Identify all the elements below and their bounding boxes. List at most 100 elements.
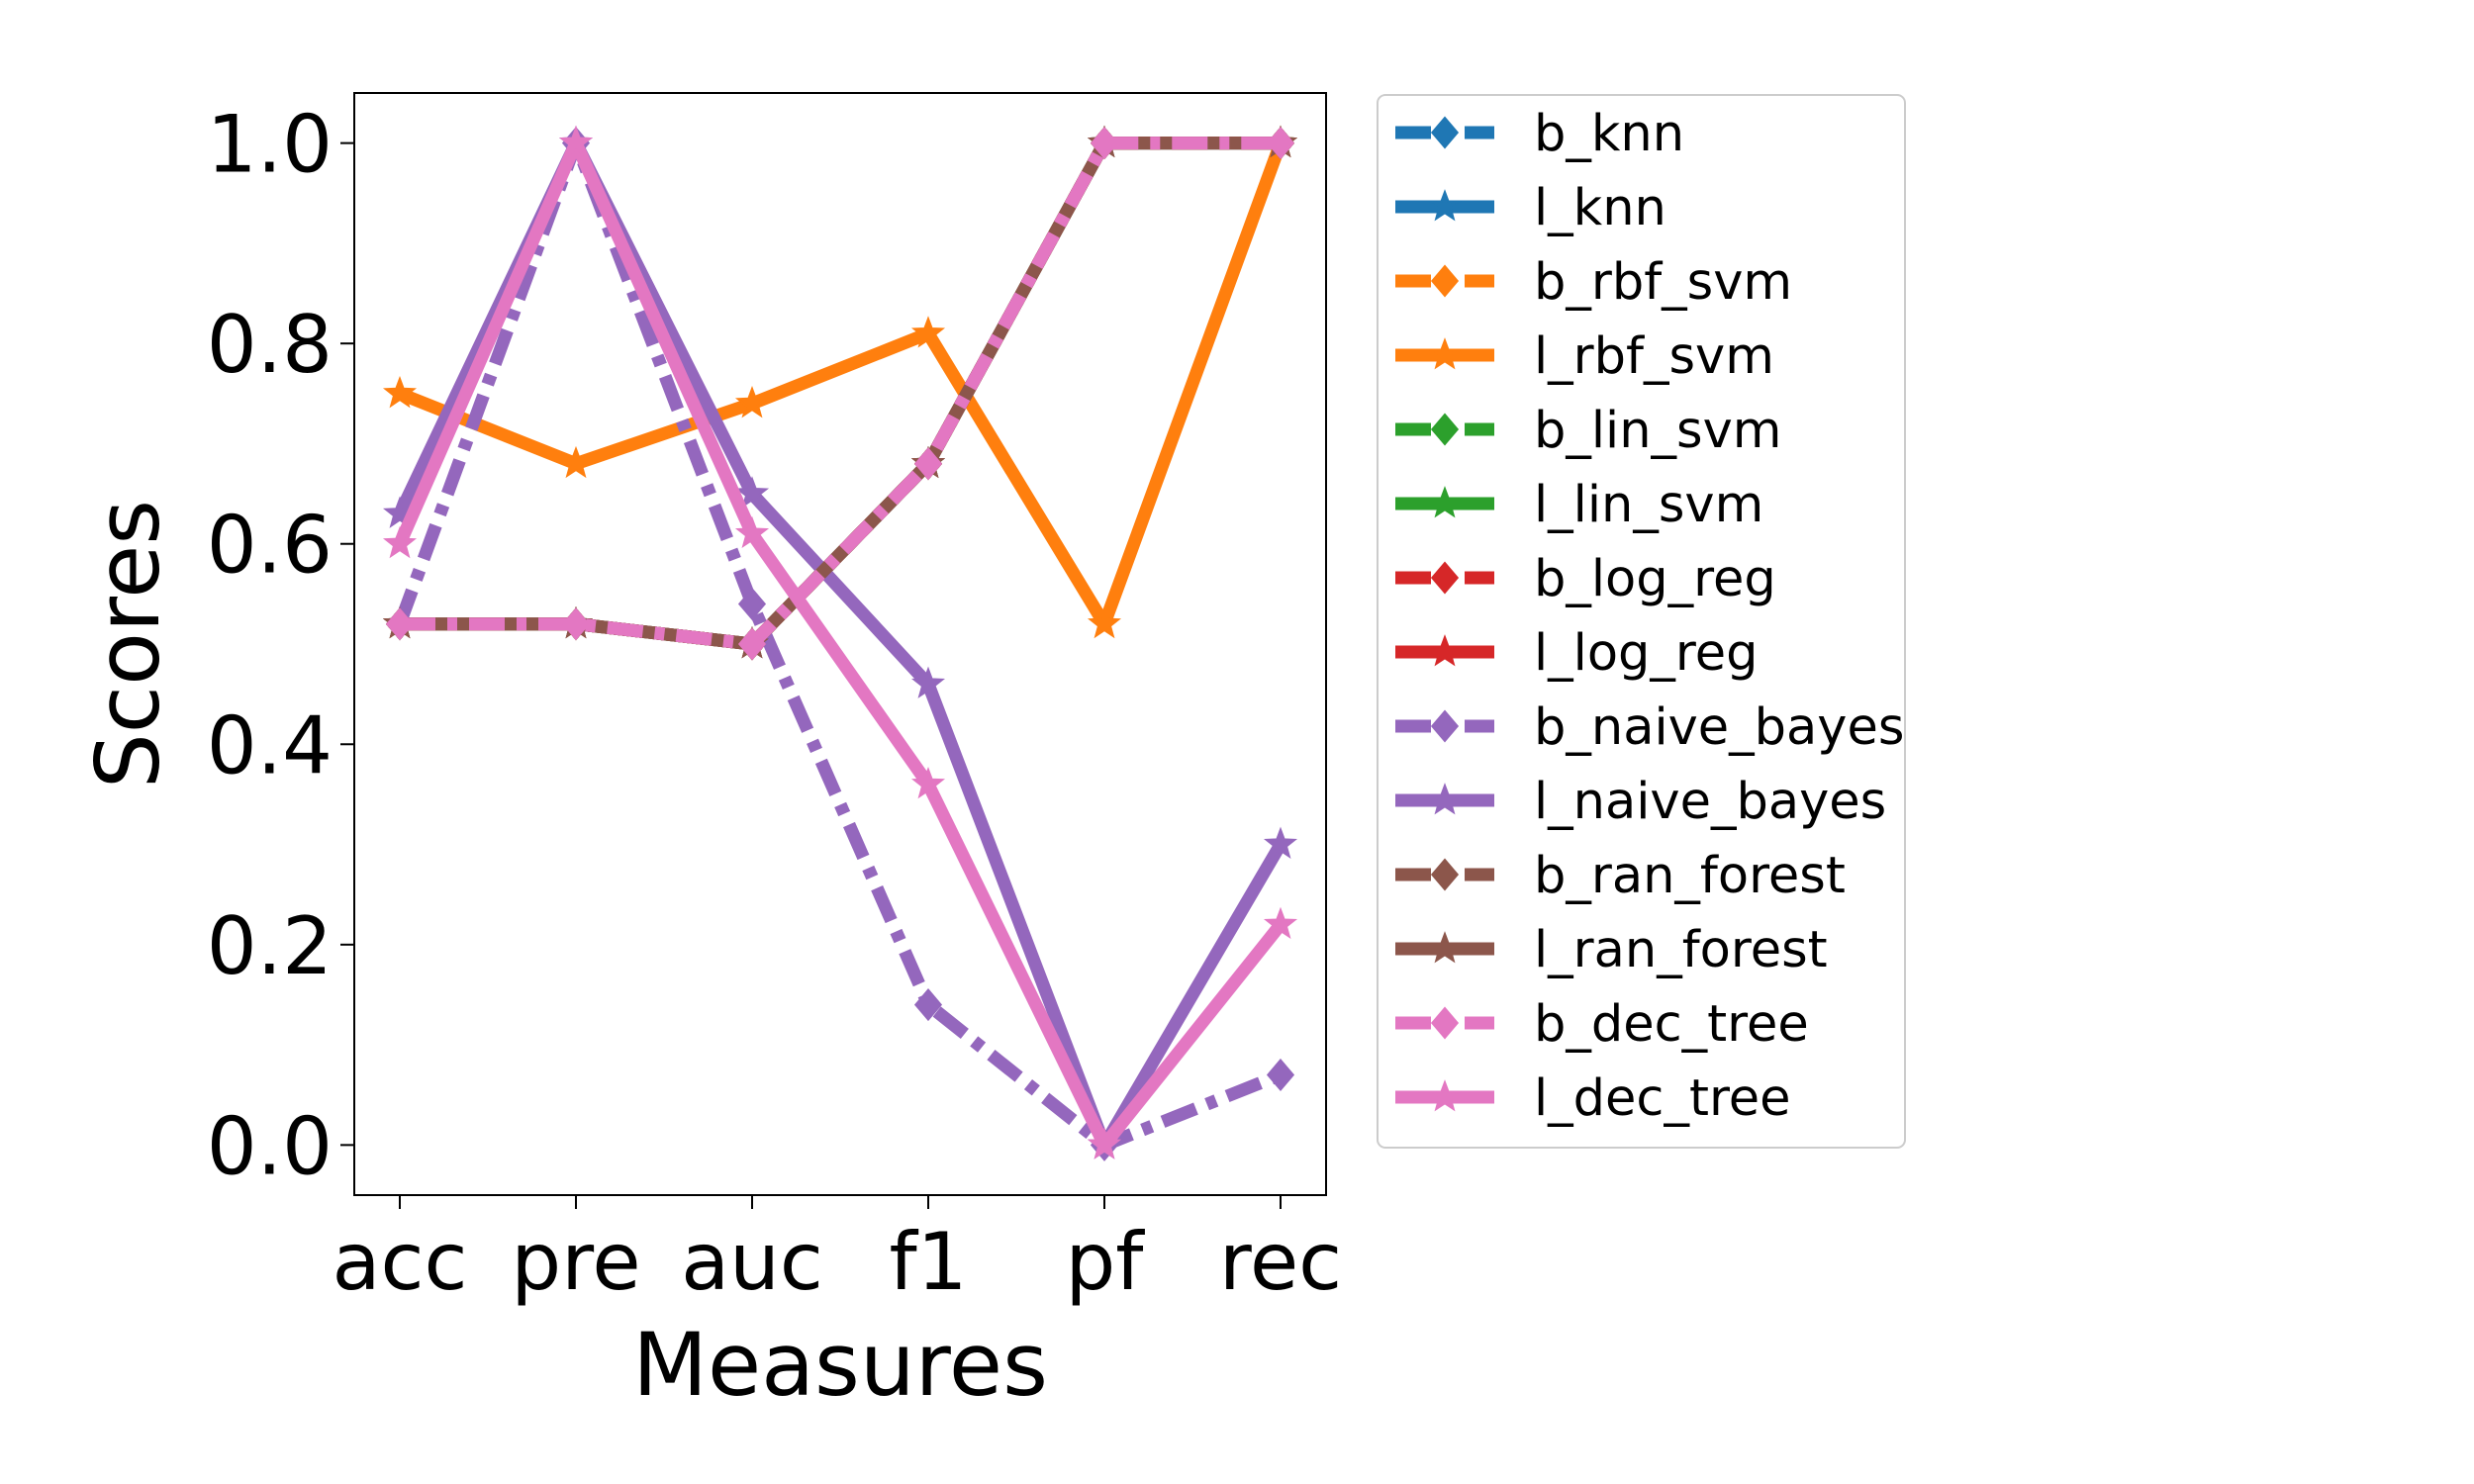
y-tick-label: 1.0 xyxy=(207,99,333,191)
data-point xyxy=(1266,127,1295,160)
series-l_log_reg xyxy=(382,125,1298,659)
plot-frame xyxy=(353,92,1327,1196)
legend-item: l_log_reg xyxy=(1395,624,1759,683)
series-line xyxy=(400,137,1281,651)
legend-marker xyxy=(1430,1006,1460,1040)
data-point xyxy=(1263,906,1298,939)
legend-marker xyxy=(1430,413,1460,446)
data-point xyxy=(910,666,946,698)
data-point xyxy=(737,627,767,661)
legend-marker xyxy=(1427,189,1463,222)
y-tick-label: 0.8 xyxy=(207,299,333,391)
legend-label: l_lin_svm xyxy=(1534,476,1763,534)
series-b_lin_svm xyxy=(385,127,1295,661)
data-point xyxy=(385,607,415,641)
data-point xyxy=(734,386,770,418)
legend-label: b_naive_bayes xyxy=(1534,698,1904,757)
series-line xyxy=(394,137,1286,1152)
legend-label: b_knn xyxy=(1534,105,1684,163)
legend-label: l_naive_bayes xyxy=(1534,773,1886,831)
data-point xyxy=(561,607,591,641)
legend-label: b_ran_forest xyxy=(1534,847,1846,905)
series-line xyxy=(394,137,1286,1152)
legend-label: l_ran_forest xyxy=(1534,921,1828,979)
series-line xyxy=(400,137,1281,651)
legend-item: l_knn xyxy=(1395,179,1666,237)
legend-item: l_rbf_svm xyxy=(1395,327,1774,386)
data-point xyxy=(910,766,946,799)
legend-marker xyxy=(1430,116,1460,149)
x-axis-title: Measures xyxy=(632,1314,1048,1416)
legend-item: l_dec_tree xyxy=(1395,1069,1791,1128)
x-tick-label: auc xyxy=(681,1216,823,1308)
data-point xyxy=(382,525,418,559)
legend-label: l_rbf_svm xyxy=(1534,327,1774,386)
data-point xyxy=(737,587,767,621)
y-axis-title: Scores xyxy=(77,500,179,788)
legend-marker xyxy=(1430,858,1460,891)
series-b_log_reg xyxy=(385,127,1295,661)
legend-item: l_naive_bayes xyxy=(1395,773,1886,831)
series-l_ran_forest xyxy=(382,125,1298,659)
data-point xyxy=(734,476,770,509)
data-point xyxy=(558,445,594,479)
legend-label: l_dec_tree xyxy=(1534,1069,1791,1128)
legend-item: b_lin_svm xyxy=(1395,402,1781,460)
legend-item: l_ran_forest xyxy=(1395,921,1828,979)
legend-item: b_dec_tree xyxy=(1395,995,1809,1054)
series-b_ran_forest xyxy=(385,127,1295,661)
series-line xyxy=(400,137,1281,651)
series-l_dec_tree xyxy=(382,125,1298,1159)
legend-item: b_knn xyxy=(1395,105,1684,163)
series-line xyxy=(400,137,1281,651)
data-point xyxy=(910,316,946,348)
legend-marker xyxy=(1430,561,1460,595)
legend-frame xyxy=(1377,94,1906,1149)
legend-marker xyxy=(1427,1079,1463,1112)
y-tick-label: 0.4 xyxy=(207,699,333,791)
y-tick-label: 0.2 xyxy=(207,900,333,992)
series-b_naive_bayes xyxy=(385,127,1295,1161)
data-point xyxy=(1263,826,1298,860)
series-line xyxy=(400,137,1281,651)
legend: b_knn l_knn b_rbf_svm l_rbf_svm b_lin_svm l_l… xyxy=(1377,94,1906,1149)
legend-item: b_rbf_svm xyxy=(1395,253,1792,312)
series-b_knn xyxy=(385,127,1295,661)
series-line xyxy=(400,137,1281,651)
data-point xyxy=(1087,1127,1122,1159)
y-tick-label: 0.0 xyxy=(207,1100,333,1192)
plot-area xyxy=(382,125,1298,1161)
x-tick-label: rec xyxy=(1219,1216,1342,1308)
series-line xyxy=(393,137,1284,1152)
data-point xyxy=(1090,127,1119,160)
legend-marker xyxy=(1427,634,1463,667)
legend-item: b_ran_forest xyxy=(1395,847,1846,905)
x-tick-label: pf xyxy=(1066,1216,1146,1308)
series-line xyxy=(400,137,1281,651)
data-point xyxy=(913,988,943,1022)
x-tick-label: f1 xyxy=(889,1216,967,1308)
series-line xyxy=(400,137,1281,651)
series-b_rbf_svm xyxy=(385,127,1295,661)
x-tick-label: pre xyxy=(511,1216,640,1308)
legend-label: b_dec_tree xyxy=(1534,995,1809,1054)
legend-marker xyxy=(1430,709,1460,743)
data-point xyxy=(558,125,594,158)
legend-label: b_lin_svm xyxy=(1534,402,1781,460)
y-tick-label: 0.6 xyxy=(207,500,333,592)
legend-marker xyxy=(1427,337,1463,370)
data-point xyxy=(1266,1058,1295,1092)
legend-marker xyxy=(1427,931,1463,964)
legend-label: l_log_reg xyxy=(1534,624,1759,683)
series-l_knn xyxy=(382,125,1298,659)
series-line xyxy=(400,137,1281,651)
data-point xyxy=(913,447,943,481)
data-point xyxy=(382,375,418,409)
legend-item: b_naive_bayes xyxy=(1395,698,1904,757)
series-line xyxy=(397,140,1287,631)
x-tick-label: acc xyxy=(333,1216,468,1308)
series-l_lin_svm xyxy=(382,125,1298,659)
legend-label: b_rbf_svm xyxy=(1534,253,1792,312)
legend-label: l_knn xyxy=(1534,179,1666,237)
